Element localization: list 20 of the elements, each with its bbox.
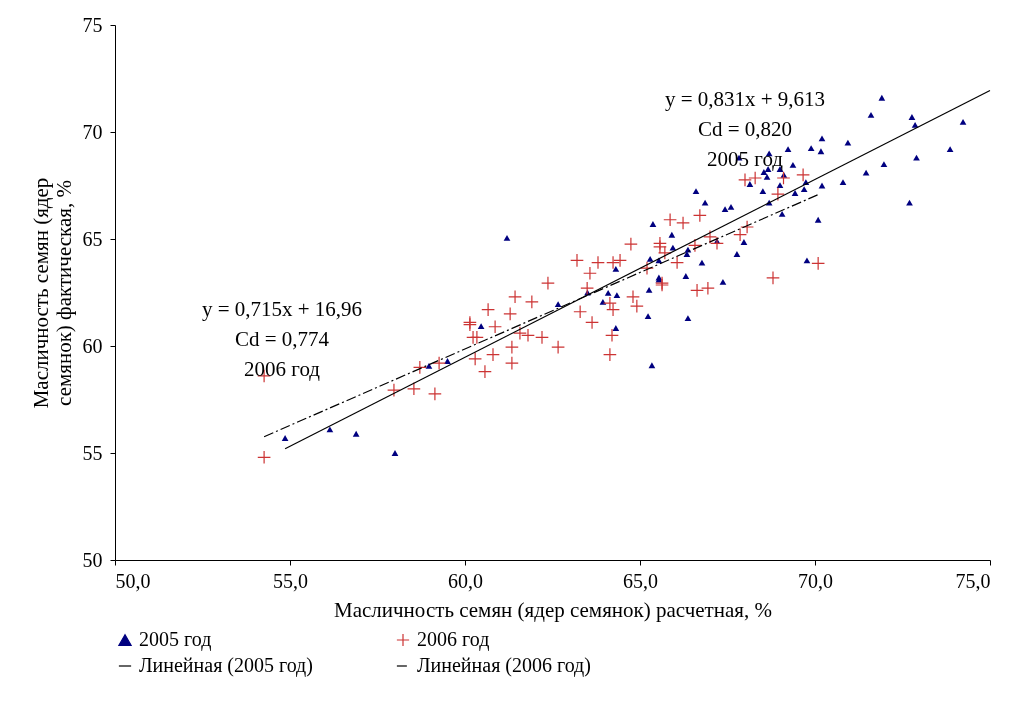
y-tick-label: 60 [82,334,103,357]
x-tick-label: 70,0 [798,569,833,592]
y-tick-label: 65 [82,227,103,250]
legend-label: Линейная (2005 год) [139,654,313,677]
y-tick-label: 55 [82,441,103,464]
y-axis-title: Масличность семян (ядер семянок) фактическая, % [28,177,76,409]
y-tick-label: 75 [82,13,103,36]
x-axis-title: Масличность семян (ядер семянок) расчетная, % [334,597,772,622]
legend-label: Линейная (2006 год) [417,654,591,677]
y-tick-label: 70 [82,120,103,143]
x-tick-label: 50,0 [115,569,151,592]
x-tick-label: 75,0 [955,569,991,592]
x-tick-label: 55,0 [273,569,308,592]
annotation: y = 0,715x + 16,96 Cd = 0,774 2006 год [201,297,363,381]
x-tick-label: 60,0 [448,569,483,592]
legend-label: 2005 год [139,628,212,651]
legend-label: 2006 год [417,628,490,651]
y-tick-label: 50 [82,548,103,571]
x-tick-label: 65,0 [623,569,658,592]
annotation: y = 0,831x + 9,613 Cd = 0,820 2005 год [664,87,826,171]
